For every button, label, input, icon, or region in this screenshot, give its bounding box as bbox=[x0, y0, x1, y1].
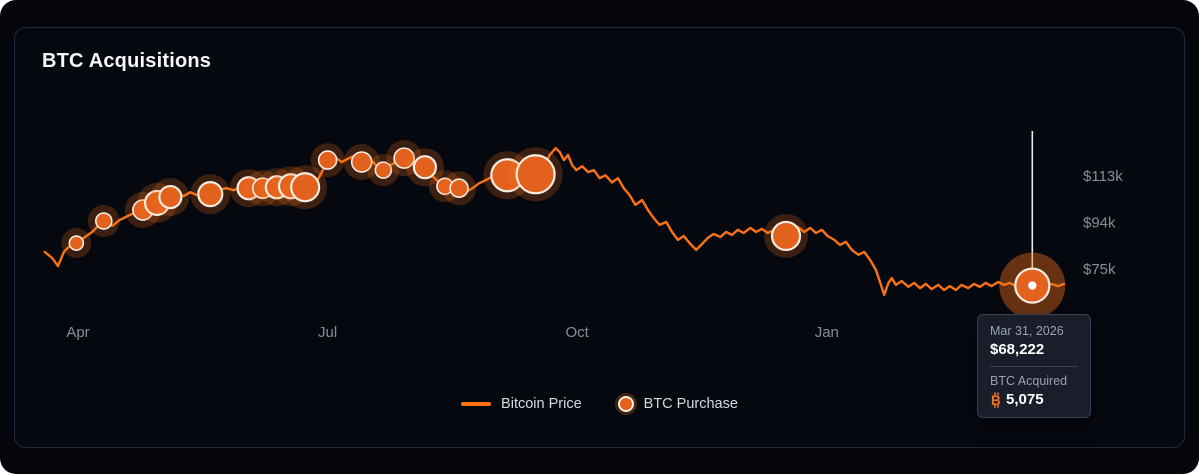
purchase-tooltip: Mar 31, 2026 $68,222 BTC Acquired B 5,07… bbox=[977, 314, 1091, 418]
tooltip-btc-amount: 5,075 bbox=[1006, 391, 1044, 408]
tooltip-price: $68,222 bbox=[990, 341, 1045, 358]
purchase-bubble-swatch-icon bbox=[617, 396, 634, 412]
x-axis-label: Jan bbox=[815, 324, 839, 341]
selected-purchase-dot bbox=[1028, 281, 1037, 290]
purchase-bubble[interactable] bbox=[393, 147, 415, 169]
legend-price-label: Bitcoin Price bbox=[501, 396, 582, 412]
purchase-bubble[interactable] bbox=[290, 172, 321, 203]
x-axis-label: Jul bbox=[318, 324, 337, 341]
purchase-bubble[interactable] bbox=[515, 154, 556, 195]
price-line-swatch-icon bbox=[461, 402, 492, 406]
legend-item-bitcoin-price[interactable]: Bitcoin Price bbox=[461, 396, 582, 412]
y-axis-label: $113k bbox=[1083, 168, 1123, 185]
purchase-bubble[interactable] bbox=[770, 220, 802, 252]
tooltip-btc-row: B 5,075 bbox=[990, 391, 1078, 408]
tooltip-divider bbox=[990, 366, 1078, 367]
purchase-bubble[interactable] bbox=[94, 212, 113, 230]
purchase-bubble[interactable] bbox=[350, 151, 373, 173]
purchase-bubble[interactable] bbox=[197, 181, 224, 208]
purchase-bubble[interactable] bbox=[68, 235, 85, 251]
purchase-bubble[interactable] bbox=[317, 150, 338, 170]
purchase-bubble[interactable] bbox=[449, 178, 469, 199]
legend-purchase-label: BTC Purchase bbox=[643, 396, 738, 412]
legend-item-btc-purchase[interactable]: BTC Purchase bbox=[617, 396, 738, 412]
x-axis-label: Apr bbox=[66, 324, 89, 341]
svg-text:B: B bbox=[991, 393, 1001, 408]
x-axis-label: Oct bbox=[566, 324, 590, 341]
price-line bbox=[43, 146, 1066, 297]
tooltip-acquired-label: BTC Acquired bbox=[990, 374, 1068, 388]
purchase-bubble[interactable] bbox=[374, 161, 393, 179]
bitcoin-symbol-icon: B bbox=[991, 392, 1001, 408]
y-axis-label: $94k bbox=[1083, 215, 1116, 232]
page-title: BTC Acquisitions bbox=[42, 50, 212, 72]
purchase-bubble[interactable] bbox=[412, 155, 438, 180]
purchase-bubble[interactable] bbox=[158, 184, 183, 210]
y-axis-label: $75k bbox=[1083, 261, 1116, 278]
tooltip-date: Mar 31, 2026 bbox=[990, 324, 1064, 338]
chart-legend: Bitcoin Price BTC Purchase bbox=[0, 396, 1199, 412]
